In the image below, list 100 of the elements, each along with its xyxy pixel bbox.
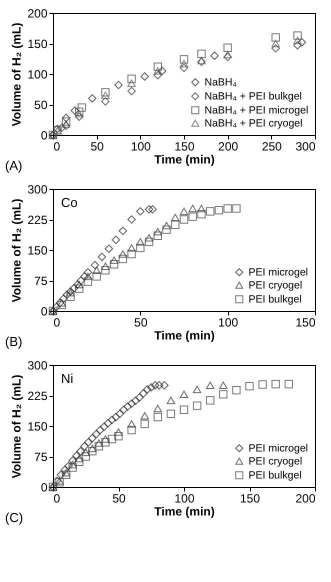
x-tick-label: 50 (90, 140, 104, 154)
legend-label: NaBH₄ + PEI cryogel (204, 117, 302, 130)
point (88, 434, 97, 442)
point (82, 448, 90, 456)
point (82, 452, 90, 461)
point (293, 41, 302, 50)
annotation: Ni (61, 371, 74, 386)
point (92, 430, 100, 438)
point (101, 92, 110, 100)
legend-label: NaBH₄ (204, 76, 237, 88)
text: (A) (5, 158, 22, 173)
x-tick-label: 100 (218, 316, 238, 330)
point (127, 74, 136, 84)
y-tick-label: 75 (34, 450, 48, 464)
legend-label: NaBH₄ + PEI microgel (204, 104, 308, 116)
point (52, 476, 62, 486)
point (160, 381, 169, 390)
point (84, 438, 93, 446)
y-tick-label: 200 (27, 6, 48, 20)
point (68, 463, 77, 472)
point (127, 399, 136, 408)
x-tick-label: 150 (295, 316, 316, 330)
text: (C) (5, 510, 24, 525)
point (140, 72, 149, 81)
point (150, 381, 160, 390)
point (293, 36, 302, 44)
point (62, 117, 70, 126)
y-tick-label: 150 (27, 37, 48, 51)
point (223, 44, 232, 52)
point (298, 38, 306, 46)
point (166, 410, 176, 418)
point (88, 444, 97, 452)
point (60, 466, 69, 474)
text: (B) (5, 334, 22, 349)
y-tick-label: 300 (27, 182, 48, 196)
legend-label: PEI microgel (248, 442, 308, 454)
point (64, 462, 73, 470)
point (180, 390, 188, 398)
point (284, 380, 294, 388)
x-tick-label: 300 (295, 140, 316, 154)
point (206, 396, 214, 405)
point (94, 442, 104, 451)
point (180, 55, 188, 64)
legend-label: PEI bulkgel (248, 293, 302, 306)
point (116, 410, 124, 418)
point (78, 103, 86, 112)
point (72, 451, 81, 460)
point (180, 64, 188, 72)
x-tick-label: 200 (218, 140, 238, 154)
point (104, 418, 112, 428)
legend-label: PEI bulkgel (248, 469, 302, 482)
point (131, 396, 140, 405)
point (74, 458, 84, 466)
y-tick-label: 100 (27, 68, 48, 82)
legend-label: PEI cryogel (248, 279, 302, 292)
point (258, 380, 267, 389)
point (70, 106, 80, 115)
y-tick-label: 150 (27, 420, 48, 434)
point (197, 50, 206, 58)
point (62, 114, 70, 122)
legend-label: PEI cryogel (248, 455, 302, 468)
point (62, 122, 70, 130)
x-tick-label: 100 (174, 492, 195, 506)
y-tick-label: 0 (40, 128, 48, 142)
point (180, 406, 188, 414)
point (223, 50, 232, 58)
point (127, 79, 136, 87)
point (62, 469, 70, 476)
point (74, 454, 84, 462)
point (68, 456, 77, 465)
x-axis-title: Time (min) (154, 504, 215, 518)
point (140, 420, 149, 428)
point (114, 428, 123, 436)
point (219, 390, 228, 398)
y-tick-label: 0 (40, 304, 48, 318)
x-tick-label: 200 (295, 492, 316, 506)
point (154, 381, 164, 390)
point (100, 422, 108, 432)
point (127, 420, 136, 428)
point (123, 402, 132, 411)
x-tick-label: 50 (134, 316, 148, 330)
point (62, 120, 70, 128)
point (147, 383, 156, 392)
x-tick-label: 150 (174, 140, 195, 154)
x-axis-title: Time (min) (154, 328, 215, 342)
y-axis-title: Volume of H₂ (mL) (9, 374, 24, 478)
point (101, 435, 110, 443)
legend-label: PEI microgel (248, 266, 308, 278)
point (88, 447, 97, 456)
point (158, 66, 166, 76)
point (271, 380, 280, 388)
point (101, 88, 110, 97)
point (210, 51, 219, 60)
point (76, 447, 85, 456)
x-tick-label: 0 (54, 140, 60, 154)
point (166, 396, 176, 404)
point (271, 44, 280, 53)
point (135, 393, 144, 402)
point (154, 404, 162, 412)
point (101, 97, 110, 106)
